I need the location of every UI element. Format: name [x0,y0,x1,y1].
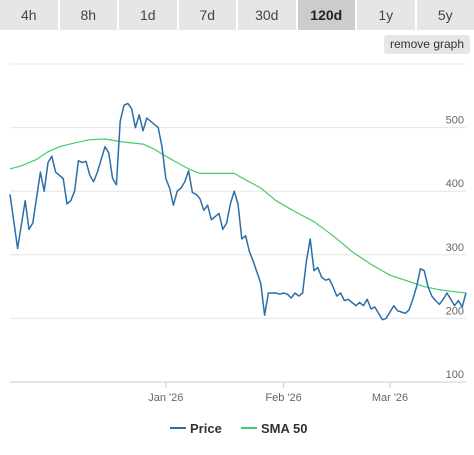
sma-50-line [9,138,467,294]
price-line [9,102,467,321]
x-tick-label: Mar '26 [372,392,408,404]
chart-legend: Price SMA 50 [170,421,307,436]
series-lines [9,102,467,321]
timeframe-tabs: 4h 8h 1d 7d 30d 120d 1y 5y [0,0,474,30]
legend-price-label[interactable]: Price [190,421,222,436]
x-tick-label: Jan '26 [148,392,183,404]
y-tick-label: 200 [446,305,464,317]
legend-sma-label[interactable]: SMA 50 [261,421,307,436]
tab-1y[interactable]: 1y [357,0,417,30]
tab-30d[interactable]: 30d [238,0,298,30]
x-axis-ticks: Jan '26 Feb '26 Mar '26 [10,381,466,404]
y-tick-label: 100 [446,369,464,381]
grid-lines [10,63,466,383]
tab-8h[interactable]: 8h [59,0,119,30]
y-tick-label: 300 [446,242,464,254]
tab-1d[interactable]: 1d [119,0,179,30]
tab-120d[interactable]: 120d [297,0,357,30]
y-axis-ticks: 100 200 300 400 500 [446,115,464,381]
remove-graph-button[interactable]: remove graph [384,35,470,54]
y-tick-label: 400 [446,178,464,190]
x-tick-label: Feb '26 [265,392,301,404]
tab-5y[interactable]: 5y [416,0,474,30]
y-tick-label: 500 [446,115,464,127]
tab-7d[interactable]: 7d [178,0,238,30]
tab-4h[interactable]: 4h [0,0,60,30]
